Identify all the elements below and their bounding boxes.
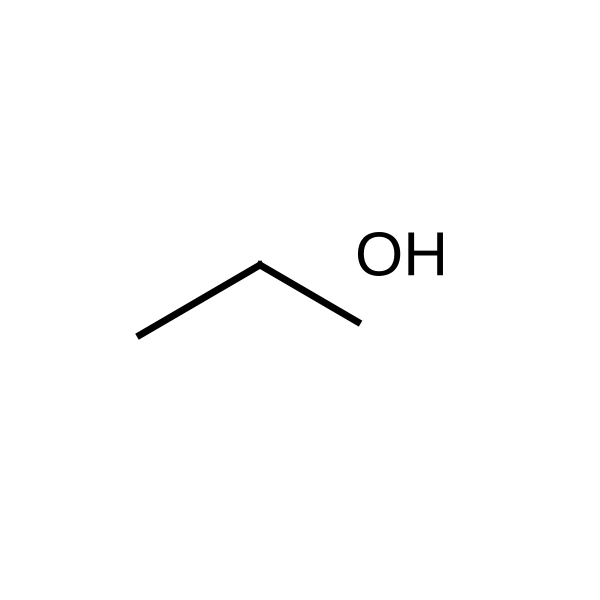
bond-layer <box>0 0 600 600</box>
bond <box>140 265 260 335</box>
bond <box>260 265 358 322</box>
atom-label: OH <box>355 220 448 291</box>
chemical-structure-diagram: OH <box>0 0 600 600</box>
